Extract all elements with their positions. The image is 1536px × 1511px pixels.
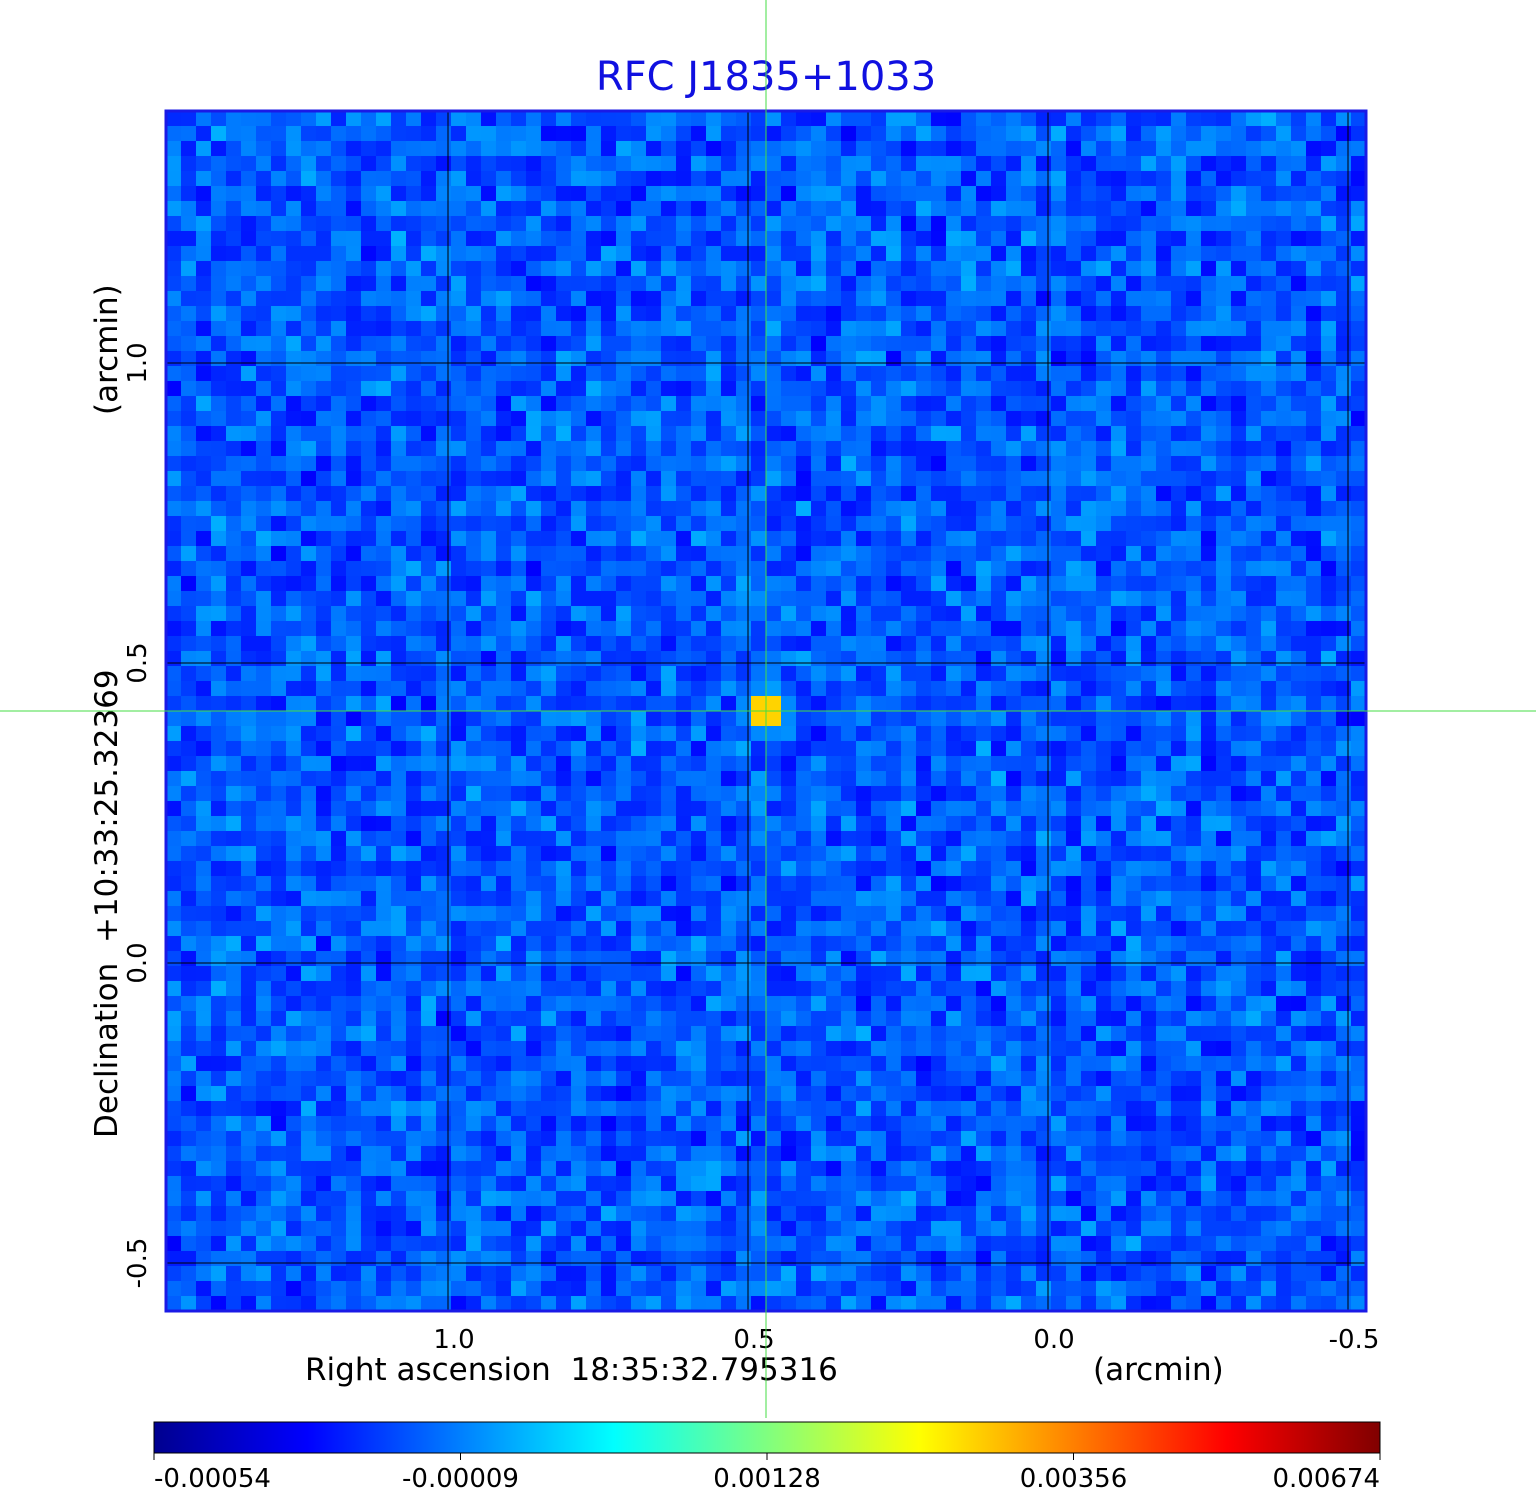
x-tick-label: 1.0 bbox=[433, 1325, 474, 1355]
y-tick-label: 1.0 bbox=[123, 342, 153, 383]
x-tick-label: 0.5 bbox=[733, 1325, 774, 1355]
x-axis-label: Right ascension 18:35:32.795316 bbox=[305, 1352, 838, 1388]
y-tick-labels: 1.0 0.5 0.0 -0.5 bbox=[123, 342, 153, 1288]
y-tick-label: 0.5 bbox=[123, 642, 153, 683]
intensity-image bbox=[166, 111, 1367, 1312]
y-tick-label: -0.5 bbox=[123, 1238, 153, 1289]
colorbar bbox=[153, 1421, 1381, 1454]
colorbar-tick-label: 0.00128 bbox=[713, 1464, 821, 1494]
y-tick-label: 0.0 bbox=[123, 942, 153, 983]
crosshair bbox=[0, 0, 1536, 1418]
x-tick-labels: 1.0 0.5 0.0 -0.5 bbox=[433, 1325, 1379, 1355]
colorbar-tick-labels: -0.00054 -0.00009 0.00128 0.00356 0.00674 bbox=[153, 1453, 1381, 1494]
x-axis-unit: (arcmin) bbox=[1093, 1352, 1224, 1388]
x-tick-label: -0.5 bbox=[1329, 1325, 1380, 1355]
y-axis-unit: (arcmin) bbox=[89, 284, 125, 415]
colorbar-tick-label: -0.00054 bbox=[154, 1464, 271, 1494]
colorbar-tick-label: 0.00674 bbox=[1272, 1464, 1380, 1494]
y-axis-label: Declination +10:33:25.32369 bbox=[89, 669, 125, 1138]
x-tick-label: 0.0 bbox=[1033, 1325, 1074, 1355]
colorbar-tick-label: 0.00356 bbox=[1020, 1464, 1128, 1494]
colorbar-tick-label: -0.00009 bbox=[402, 1464, 519, 1494]
